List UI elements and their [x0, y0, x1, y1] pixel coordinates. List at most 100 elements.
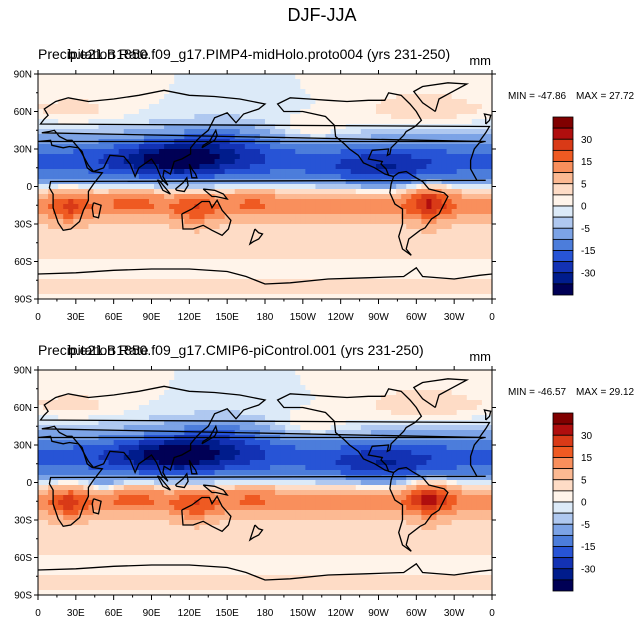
- field-cell: [466, 189, 473, 195]
- field-cell: [123, 119, 130, 125]
- field-cell: [481, 229, 488, 235]
- field-cell: [285, 410, 291, 416]
- field-cell: [295, 229, 301, 235]
- field-cell: [285, 395, 291, 401]
- field-cell: [446, 169, 453, 175]
- field-cell: [123, 380, 130, 386]
- field-cell: [446, 159, 453, 165]
- field-cell: [275, 74, 281, 80]
- field-cell: [401, 109, 407, 115]
- field-cell: [451, 279, 458, 285]
- field-cell: [194, 99, 201, 105]
- field-cell: [164, 289, 170, 295]
- field-cell: [224, 390, 231, 396]
- field-cell: [275, 234, 281, 240]
- field-cell: [133, 134, 140, 140]
- field-cell: [265, 179, 271, 185]
- field-cell: [128, 400, 135, 406]
- field-cell: [285, 239, 291, 245]
- field-cell: [275, 385, 281, 391]
- field-cell: [330, 405, 337, 411]
- field-cell: [73, 199, 79, 205]
- field-cell: [118, 264, 125, 270]
- field-cell: [174, 174, 180, 180]
- field-cell: [481, 224, 488, 230]
- field-cell: [83, 169, 90, 175]
- field-cell: [275, 89, 281, 95]
- field-cell: [471, 109, 478, 115]
- field-cell: [169, 390, 175, 396]
- field-cell: [229, 164, 236, 170]
- field-cell: [83, 294, 90, 299]
- field-cell: [189, 264, 195, 270]
- field-cell: [189, 390, 195, 396]
- field-cell: [83, 229, 90, 235]
- field-cell: [360, 214, 367, 220]
- field-cell: [199, 229, 206, 235]
- field-cell: [365, 94, 372, 100]
- field-cell: [330, 164, 337, 170]
- field-cell: [214, 74, 221, 80]
- field-cell: [456, 370, 463, 376]
- field-cell: [310, 214, 317, 220]
- field-cell: [396, 370, 402, 376]
- field-cell: [113, 405, 120, 411]
- field-cell: [411, 204, 417, 210]
- field-cell: [396, 209, 402, 215]
- field-cell: [184, 264, 190, 270]
- field-cell: [154, 204, 160, 210]
- field-cell: [370, 194, 377, 200]
- field-cell: [285, 234, 291, 240]
- field-cell: [73, 385, 79, 391]
- field-cell: [355, 104, 362, 110]
- field-cell: [436, 134, 443, 140]
- y-tick-label: 60N: [14, 107, 32, 118]
- field-cell: [234, 154, 241, 160]
- field-cell: [159, 264, 165, 270]
- field-cell: [305, 229, 311, 235]
- field-cell: [320, 400, 327, 406]
- field-cell: [229, 119, 236, 125]
- field-cell: [204, 99, 211, 105]
- field-cell: [133, 269, 140, 275]
- field-cell: [159, 395, 165, 401]
- field-cell: [295, 289, 301, 295]
- field-cell: [234, 259, 241, 265]
- field-cell: [431, 375, 438, 381]
- field-cell: [43, 154, 49, 160]
- field-cell: [98, 284, 105, 290]
- field-cell: [411, 119, 417, 125]
- field-cell: [275, 189, 281, 195]
- field-cell: [219, 209, 226, 215]
- field-cell: [209, 254, 216, 260]
- field-cell: [280, 109, 286, 115]
- field-cell: [199, 99, 206, 105]
- field-cell: [265, 249, 271, 255]
- field-cell: [290, 104, 296, 110]
- field-cell: [38, 199, 44, 205]
- field-cell: [471, 259, 478, 265]
- field-cell: [78, 264, 84, 270]
- field-cell: [335, 74, 342, 80]
- field-cell: [436, 239, 443, 245]
- field-cell: [300, 239, 306, 245]
- field-cell: [214, 229, 221, 235]
- field-cell: [148, 204, 155, 210]
- field-cell: [113, 274, 120, 280]
- field-cell: [300, 164, 306, 170]
- field-cell: [441, 264, 448, 270]
- field-cell: [224, 284, 231, 290]
- field-cell: [275, 169, 281, 175]
- field-cell: [179, 114, 185, 120]
- field-cell: [209, 179, 216, 185]
- field-cell: [476, 380, 483, 386]
- field-cell: [43, 79, 49, 85]
- field-cell: [143, 184, 150, 190]
- field-cell: [48, 229, 54, 235]
- field-cell: [164, 194, 170, 200]
- field-cell: [249, 224, 256, 230]
- field-cell: [471, 164, 478, 170]
- field-cell: [345, 405, 352, 411]
- field-cell: [335, 204, 342, 210]
- field-cell: [169, 124, 175, 130]
